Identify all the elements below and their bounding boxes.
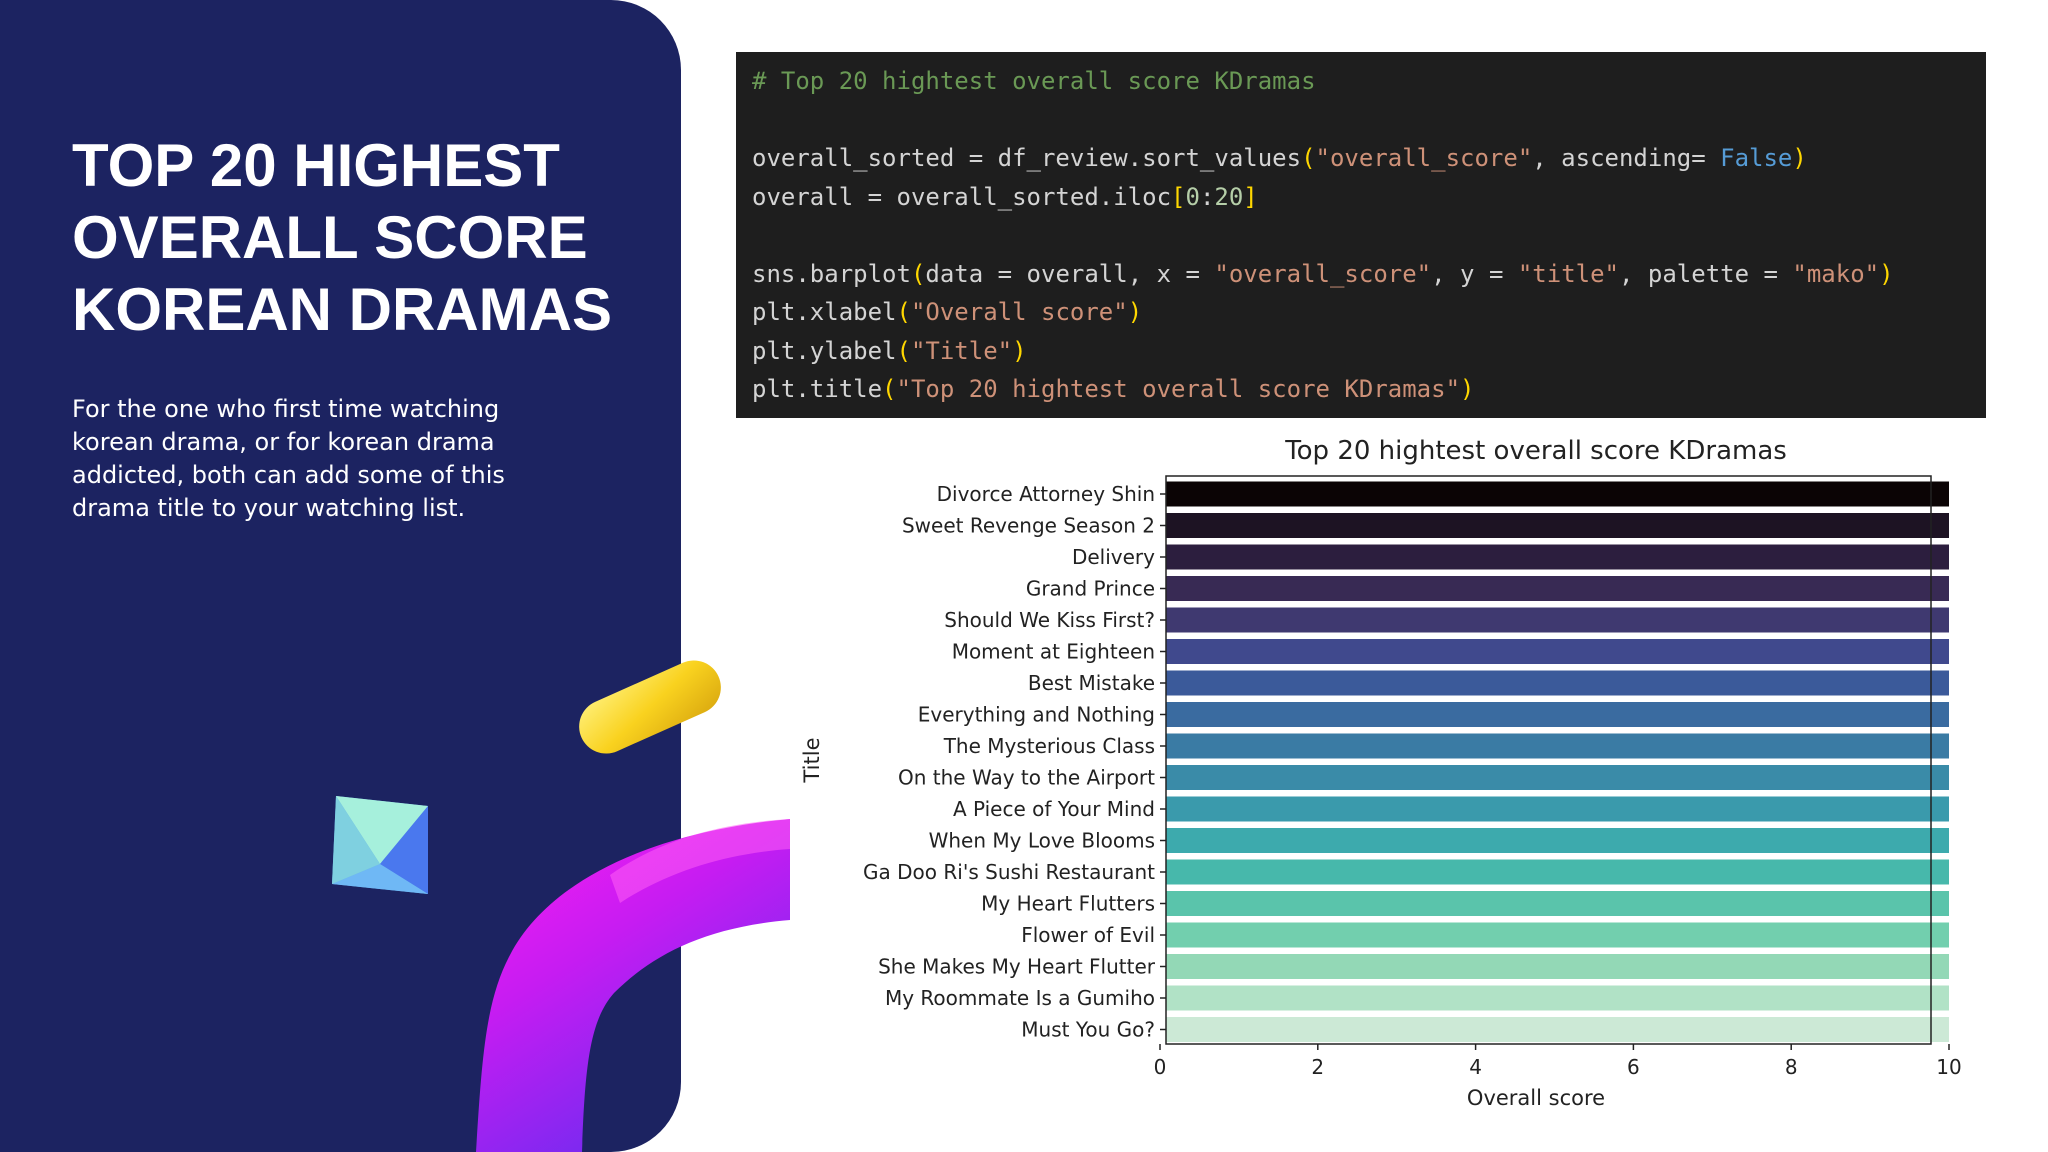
- code-bracket: ): [1012, 336, 1027, 365]
- yellow-capsule-shape: [579, 660, 721, 754]
- y-ticks-group: Divorce Attorney Shin Sweet Revenge Seaso…: [863, 482, 1166, 1042]
- y-tick-label: On the Way to the Airport: [898, 766, 1155, 790]
- bar: [1166, 1017, 1949, 1042]
- chart-title: Top 20 hightest overall score KDramas: [1284, 436, 1787, 466]
- code-block: # Top 20 hightest overall score KDramas …: [736, 52, 1986, 418]
- x-tick-label: 8: [1785, 1055, 1798, 1079]
- bar: [1166, 796, 1949, 822]
- code-token: data = overall, x =: [925, 259, 1215, 288]
- code-bracket: ): [1127, 298, 1143, 326]
- code-token: , palette =: [1619, 259, 1793, 288]
- code-token: sns.barplot: [752, 259, 911, 288]
- x-axis-label: Overall score: [1467, 1086, 1605, 1110]
- y-tick-label: Ga Doo Ri's Sushi Restaurant: [863, 860, 1155, 884]
- x-tick-label: 0: [1154, 1055, 1167, 1079]
- x-tick-label: 6: [1627, 1055, 1640, 1079]
- y-tick-label: The Mysterious Class: [943, 734, 1155, 758]
- y-tick-label: Should We Kiss First?: [944, 608, 1155, 632]
- code-bracket: ): [1460, 375, 1475, 403]
- code-string: "overall_score": [1214, 259, 1432, 288]
- y-axis-label: Title: [800, 737, 824, 783]
- code-line: sns.barplot(data = overall, x = "overall…: [752, 255, 1986, 294]
- code-bracket: (: [896, 298, 911, 326]
- code-string: "Top 20 hightest overall score KDramas": [896, 375, 1461, 403]
- y-tick-label: Must You Go?: [1021, 1018, 1155, 1042]
- code-number: 0: [1185, 182, 1200, 211]
- code-bracket: ): [1792, 144, 1807, 172]
- bar: [1166, 765, 1949, 790]
- code-line-blank: [752, 216, 1986, 255]
- slide-title: TOP 20 HIGHEST OVERALL SCORE KOREAN DRAM…: [72, 132, 612, 343]
- chart-frame: [1165, 475, 1932, 1045]
- crystal-cube-shape: [332, 796, 428, 894]
- bar: [1166, 481, 1949, 507]
- code-token: :: [1199, 182, 1215, 211]
- bar: [1166, 639, 1949, 664]
- bar: [1166, 733, 1949, 759]
- code-line: overall_sorted = df_review.sort_values("…: [752, 139, 1986, 178]
- code-token: overall = overall_sorted.iloc: [752, 182, 1172, 211]
- bar: [1166, 576, 1949, 601]
- bar: [1166, 891, 1949, 916]
- y-tick-label: Flower of Evil: [1021, 923, 1155, 947]
- y-tick-label: A Piece of Your Mind: [953, 797, 1155, 821]
- code-bracket: (: [910, 259, 926, 288]
- y-tick-label: Sweet Revenge Season 2: [902, 514, 1155, 538]
- code-line: plt.title("Top 20 hightest overall score…: [752, 370, 1986, 409]
- bar: [1166, 670, 1949, 696]
- y-tick-label: When My Love Blooms: [929, 829, 1155, 853]
- y-tick-label: Moment at Eighteen: [952, 640, 1155, 664]
- bar: [1166, 985, 1949, 1011]
- code-bracket: (: [1301, 144, 1316, 172]
- code-number: 20: [1214, 182, 1244, 211]
- bar: [1166, 607, 1949, 633]
- bars-group: [1166, 481, 1949, 1042]
- y-tick-label: Divorce Attorney Shin: [937, 482, 1155, 506]
- bar: [1166, 859, 1949, 885]
- bar-chart: Top 20 hightest overall score KDramas Di…: [800, 436, 1962, 1110]
- y-tick-label: Delivery: [1072, 545, 1155, 569]
- code-line: overall = overall_sorted.iloc[0:20]: [752, 178, 1986, 217]
- code-string: "overall_score": [1315, 144, 1533, 172]
- code-token: , y =: [1431, 259, 1518, 288]
- code-token: plt.ylabel: [752, 336, 897, 365]
- code-line: # Top 20 hightest overall score KDramas: [752, 62, 1986, 101]
- bar: [1166, 954, 1949, 979]
- code-bracket: [: [1171, 182, 1186, 211]
- x-tick-label: 10: [1936, 1055, 1961, 1079]
- code-keyword: False: [1720, 144, 1793, 172]
- y-tick-label: Best Mistake: [1028, 671, 1155, 695]
- code-line-blank: [752, 101, 1986, 140]
- bar: [1166, 513, 1949, 538]
- y-tick-label: Grand Prince: [1026, 577, 1155, 601]
- code-bracket: (: [882, 375, 897, 403]
- code-bracket: (: [896, 336, 911, 365]
- code-token: , ascending=: [1532, 144, 1721, 172]
- bar: [1166, 544, 1949, 570]
- y-tick-label: My Roommate Is a Gumiho: [885, 986, 1155, 1010]
- magenta-ribbon-shape: [476, 819, 790, 1152]
- code-token: plt.xlabel: [752, 298, 897, 326]
- code-string: "title": [1517, 259, 1619, 288]
- code-line: plt.xlabel("Overall score"): [752, 293, 1986, 332]
- slide-description: For the one who first time watching kore…: [72, 395, 505, 522]
- code-line: plt.ylabel("Title"): [752, 332, 1986, 371]
- code-bracket: ): [1879, 259, 1894, 288]
- bar: [1166, 922, 1949, 948]
- bar: [1166, 828, 1949, 853]
- x-tick-label: 2: [1311, 1055, 1324, 1079]
- x-tick-label: 4: [1469, 1055, 1482, 1079]
- y-tick-label: Everything and Nothing: [918, 703, 1155, 727]
- code-comment: # Top 20 hightest overall score KDramas: [752, 67, 1316, 95]
- x-ticks-group: 0 2 4 6 8 10: [1154, 1044, 1962, 1079]
- code-string: "Title": [910, 336, 1013, 365]
- y-tick-label: She Makes My Heart Flutter: [878, 955, 1156, 979]
- code-token: overall_sorted = df_review.sort_values: [752, 144, 1302, 172]
- code-bracket: ]: [1243, 182, 1258, 211]
- y-tick-label: My Heart Flutters: [981, 892, 1155, 916]
- code-string: "mako": [1792, 259, 1880, 288]
- code-string: "Overall score": [910, 298, 1128, 326]
- code-token: plt.title: [752, 375, 883, 403]
- bar: [1166, 702, 1949, 727]
